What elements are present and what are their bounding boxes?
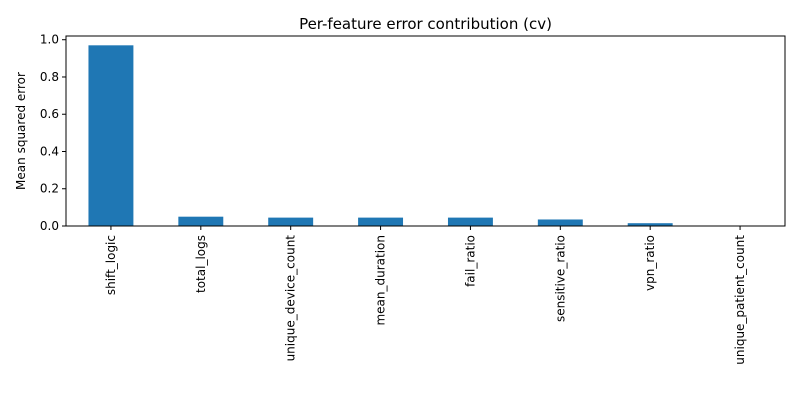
y-axis-label: Mean squared error	[14, 72, 28, 190]
axes-frame	[65, 35, 786, 227]
bar	[447, 217, 493, 226]
bar	[88, 45, 134, 227]
x-tick-label: total_logs	[194, 235, 208, 293]
bar	[537, 219, 583, 226]
x-tick-label: fail_ratio	[463, 235, 477, 287]
bar	[268, 217, 314, 226]
x-tick-label: vpn_ratio	[643, 235, 657, 291]
y-tick-label: 0.4	[40, 144, 59, 158]
x-tick-label: shift_logic	[104, 235, 118, 295]
y-tick-label: 0.2	[40, 182, 59, 196]
y-tick-label: 1.0	[40, 33, 59, 47]
plot-area: 0.0 0.2 0.4 0.6 0.8 1.0 shift_logic total_logs u…	[40, 33, 786, 365]
y-tick-label: 0.8	[40, 70, 59, 84]
bar	[358, 217, 404, 226]
x-tick-label: sensitive_ratio	[553, 235, 567, 322]
x-tick-label: mean_duration	[374, 235, 388, 326]
x-tick-label: unique_device_count	[284, 235, 298, 362]
bar	[627, 223, 673, 226]
bar	[178, 216, 224, 226]
y-tick-label: 0.0	[40, 219, 59, 233]
y-tick-label: 0.6	[40, 107, 59, 121]
x-tick-label: unique_patient_count	[733, 235, 747, 365]
chart-title: Per-feature error contribution (cv)	[299, 15, 552, 33]
